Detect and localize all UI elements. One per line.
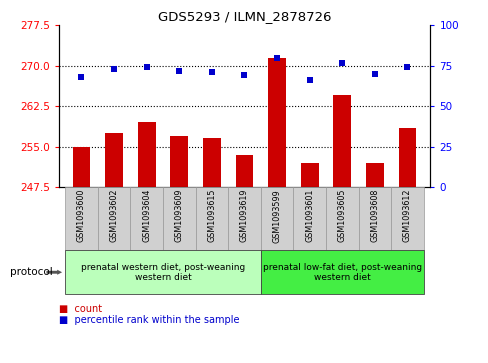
Bar	[195, 187, 228, 250]
Bar	[228, 187, 260, 250]
Bar	[65, 250, 260, 294]
Point	[240, 73, 248, 78]
Bar	[130, 187, 163, 250]
Bar	[170, 136, 188, 187]
Text: GSM1093601: GSM1093601	[305, 189, 314, 242]
Text: GSM1093605: GSM1093605	[337, 189, 346, 242]
Bar	[235, 155, 253, 187]
Bar	[203, 138, 221, 187]
Point	[78, 74, 85, 80]
Bar	[325, 187, 358, 250]
Text: prenatal low-fat diet, post-weaning
western diet: prenatal low-fat diet, post-weaning west…	[262, 262, 421, 282]
Point	[207, 69, 215, 75]
Bar	[267, 58, 285, 187]
Text: GSM1093600: GSM1093600	[77, 189, 86, 242]
Point	[403, 65, 410, 70]
Bar	[138, 122, 155, 187]
Bar	[333, 95, 350, 187]
Text: protocol: protocol	[10, 267, 52, 277]
Text: ■  count: ■ count	[59, 304, 102, 314]
Bar	[390, 187, 423, 250]
Bar	[293, 187, 325, 250]
Point	[110, 66, 118, 72]
Bar	[398, 128, 416, 187]
Bar	[98, 187, 130, 250]
Title: GDS5293 / ILMN_2878726: GDS5293 / ILMN_2878726	[158, 10, 330, 23]
Point	[273, 55, 281, 61]
Text: GSM1093612: GSM1093612	[402, 189, 411, 242]
Bar	[260, 250, 423, 294]
Text: GSM1093609: GSM1093609	[174, 189, 183, 242]
Point	[370, 71, 378, 77]
Bar	[300, 163, 318, 187]
Text: GSM1093599: GSM1093599	[272, 189, 281, 242]
Point	[175, 68, 183, 74]
Text: GSM1093615: GSM1093615	[207, 189, 216, 242]
Bar	[365, 163, 383, 187]
Point	[142, 65, 150, 70]
Bar	[260, 187, 293, 250]
Point	[305, 77, 313, 83]
Text: GSM1093602: GSM1093602	[109, 189, 119, 242]
Text: prenatal western diet, post-weaning
western diet: prenatal western diet, post-weaning west…	[81, 262, 244, 282]
Bar	[72, 147, 90, 187]
Bar	[163, 187, 195, 250]
Bar	[105, 133, 123, 187]
Text: GSM1093604: GSM1093604	[142, 189, 151, 242]
Text: GSM1093619: GSM1093619	[240, 189, 248, 242]
Text: GSM1093608: GSM1093608	[369, 189, 379, 242]
Bar	[358, 187, 390, 250]
Text: ■  percentile rank within the sample: ■ percentile rank within the sample	[59, 315, 239, 325]
Bar	[65, 187, 98, 250]
Point	[338, 60, 346, 65]
